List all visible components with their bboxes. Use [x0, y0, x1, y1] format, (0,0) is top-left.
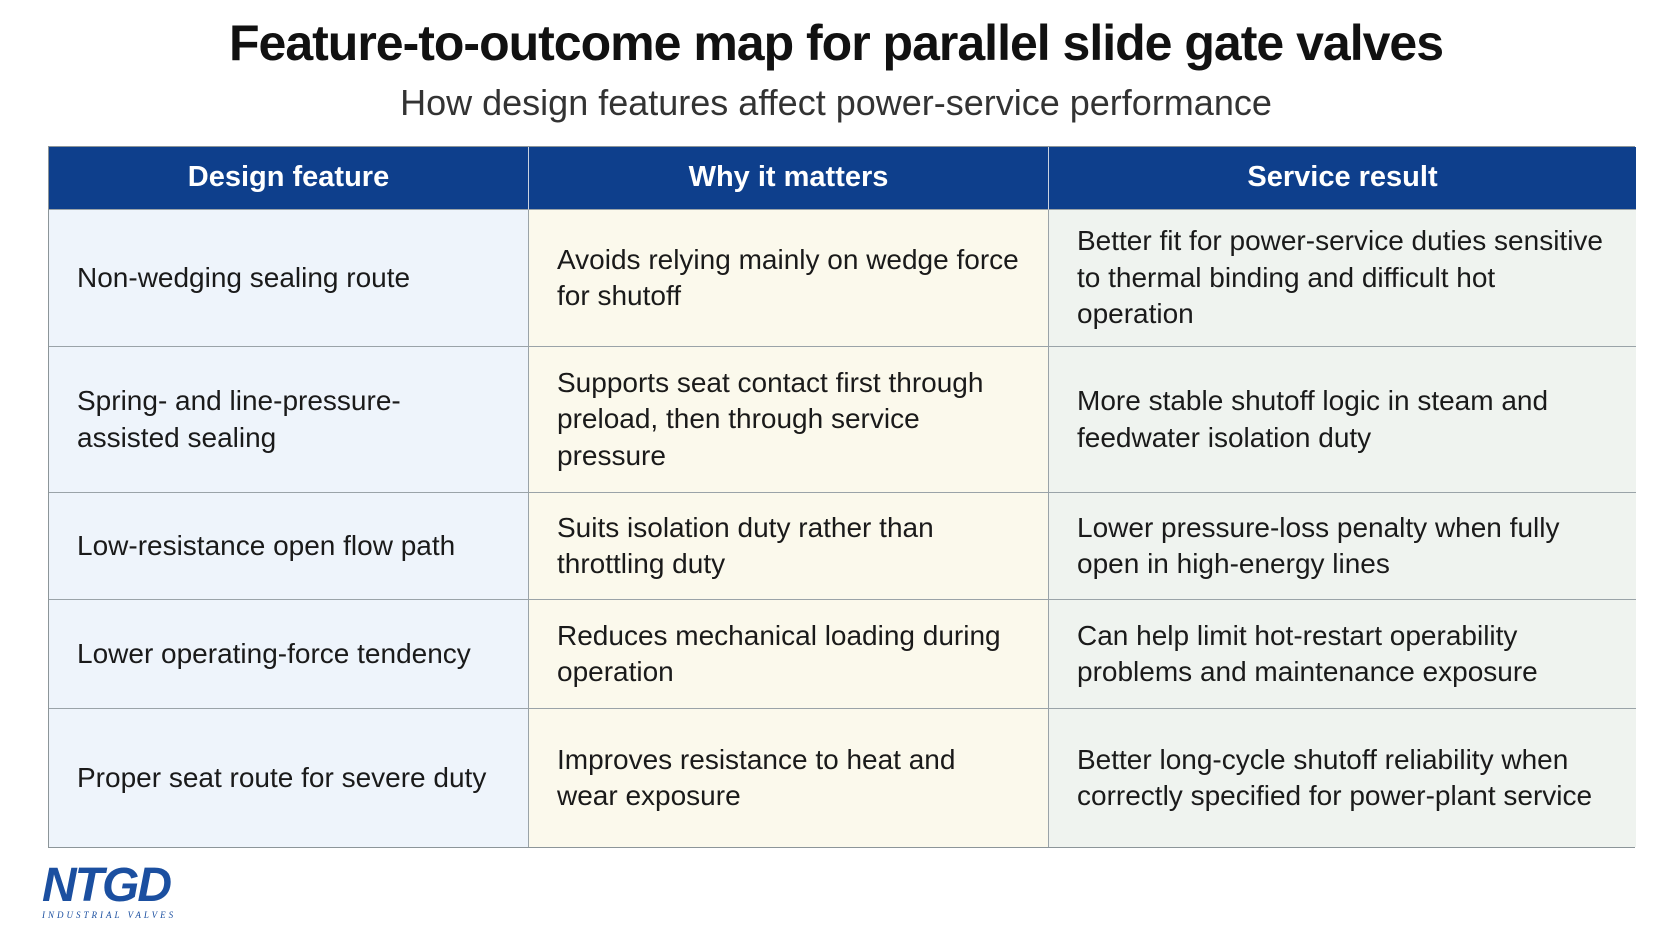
table-cell: Lower pressure-loss penalty when fully o…	[1049, 493, 1636, 600]
table-cell: Non-wedging sealing route	[49, 210, 529, 347]
logo: NTGD INDUSTRIAL VALVES	[42, 859, 177, 921]
table-cell: Suits isolation duty rather than throttl…	[529, 493, 1049, 600]
table-cell: Improves resistance to heat and wear exp…	[529, 709, 1049, 847]
column-header: Service result	[1049, 147, 1636, 210]
logo-tagline: INDUSTRIAL VALVES	[42, 910, 177, 920]
table-cell: Supports seat contact first through prel…	[529, 347, 1049, 493]
logo-name: NTGD	[42, 859, 172, 912]
table: Design feature Why it matters Service resu…	[48, 146, 1636, 848]
table-cell: Can help limit hot-restart operability p…	[1049, 600, 1636, 709]
table-cell: Avoids relying mainly on wedge force for…	[529, 210, 1049, 347]
table-cell: Low-resistance open flow path	[49, 493, 529, 600]
table-cell: Better long-cycle shutoff reliability wh…	[1049, 709, 1636, 847]
table-cell: Spring- and line-pressure-assisted seali…	[49, 347, 529, 493]
title: Feature-to-outcome map for parallel slid…	[228, 15, 1444, 71]
table-cell: Lower operating-force tendency	[49, 600, 529, 709]
table-cell: Reduces mechanical loading during operat…	[529, 600, 1049, 709]
column-header: Why it matters	[529, 147, 1049, 210]
table-cell: More stable shutoff logic in steam and f…	[1049, 347, 1636, 493]
table-cell: Proper seat route for severe duty	[49, 709, 529, 847]
column-header: Design feature	[49, 147, 529, 210]
table-cell: Better fit for power-service duties sens…	[1049, 210, 1636, 347]
subtitle: How design features affect power-service…	[400, 82, 1272, 123]
